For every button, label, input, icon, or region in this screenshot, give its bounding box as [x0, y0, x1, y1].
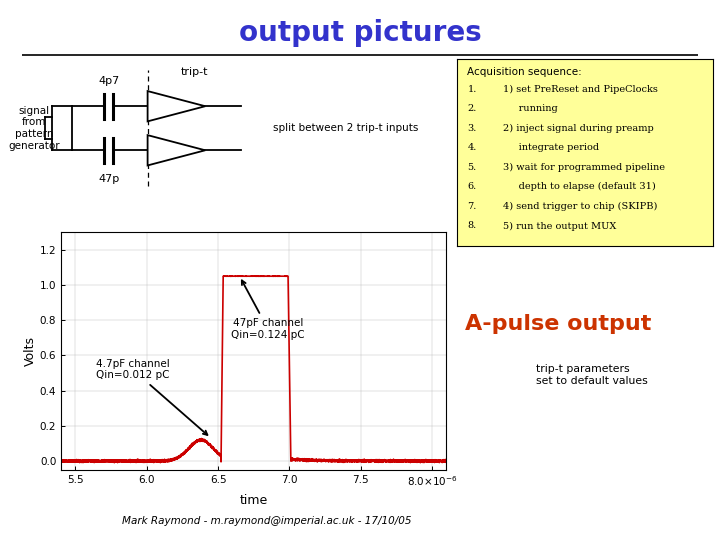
Text: 3) wait for programmed pipeline: 3) wait for programmed pipeline — [503, 163, 665, 172]
Text: Acquisition sequence:: Acquisition sequence: — [467, 67, 582, 77]
Text: 5.: 5. — [467, 163, 477, 172]
Text: Mark Raymond - m.raymond@imperial.ac.uk - 17/10/05: Mark Raymond - m.raymond@imperial.ac.uk … — [122, 516, 412, 526]
Polygon shape — [148, 135, 205, 165]
Text: trip-t: trip-t — [181, 67, 208, 77]
Text: 47p: 47p — [98, 174, 120, 184]
Text: 7.: 7. — [467, 202, 477, 211]
Text: 2) inject signal during preamp: 2) inject signal during preamp — [503, 124, 654, 133]
Text: split between 2 trip-t inputs: split between 2 trip-t inputs — [273, 123, 418, 133]
Text: depth to elapse (default 31): depth to elapse (default 31) — [503, 183, 656, 192]
X-axis label: time: time — [240, 494, 268, 507]
Text: running: running — [503, 104, 558, 113]
Text: 1.: 1. — [467, 85, 477, 93]
Text: 6.: 6. — [467, 183, 477, 191]
Text: signal
from
pattern
generator: signal from pattern generator — [9, 106, 60, 151]
Text: 4.: 4. — [467, 143, 477, 152]
Y-axis label: Volts: Volts — [24, 336, 37, 366]
Text: A-pulse output: A-pulse output — [465, 314, 651, 334]
Text: 1) set PreReset and PipeClocks: 1) set PreReset and PipeClocks — [503, 85, 658, 93]
Text: output pictures: output pictures — [238, 19, 482, 47]
Text: 3.: 3. — [467, 124, 477, 133]
Text: 2.: 2. — [467, 104, 477, 113]
Text: 4p7: 4p7 — [98, 77, 120, 86]
Text: trip-t parameters
set to default values: trip-t parameters set to default values — [536, 364, 648, 386]
Text: 4.7pF channel
Qin=0.012 pC: 4.7pF channel Qin=0.012 pC — [96, 359, 207, 435]
Text: 8.: 8. — [467, 221, 477, 231]
Text: 4) send trigger to chip (SKIPB): 4) send trigger to chip (SKIPB) — [503, 202, 657, 211]
Text: 5) run the output MUX: 5) run the output MUX — [503, 221, 616, 231]
Polygon shape — [148, 91, 205, 122]
Text: integrate period: integrate period — [503, 143, 599, 152]
Text: 47pF channel
Qin=0.124 pC: 47pF channel Qin=0.124 pC — [231, 280, 305, 340]
